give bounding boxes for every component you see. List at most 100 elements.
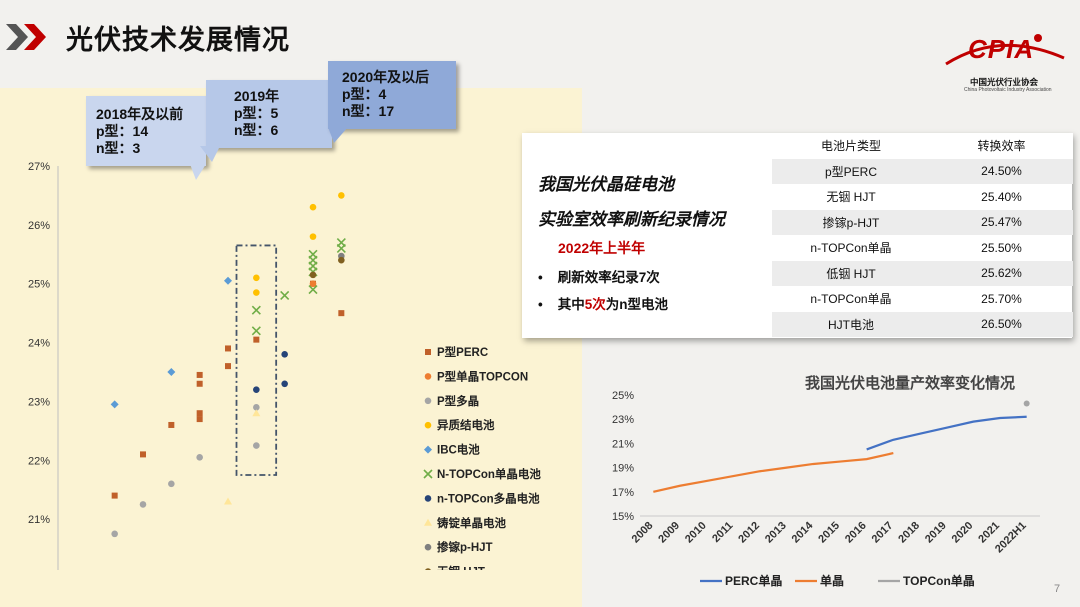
data-point	[253, 274, 260, 282]
table-row: n-TOPCon单晶 25.50%	[772, 235, 1073, 261]
callout-title: 2020年及以后	[342, 69, 430, 85]
table-header-row: 电池片类型 转换效率	[772, 133, 1073, 159]
series-2	[111, 404, 260, 538]
legend-marker	[424, 373, 432, 380]
callout-2018: 2018年及以前 p型：14 n型：3	[86, 96, 206, 166]
legend-marker	[424, 518, 432, 526]
data-point	[338, 256, 345, 264]
callout-2019: 2019年 p型：5 n型：6	[206, 80, 332, 148]
y-tick-label: 25%	[28, 279, 50, 291]
x-tick-label: 2017	[870, 520, 896, 546]
y-tick-label: 24%	[28, 338, 50, 350]
bullet-pre: 其中	[557, 297, 585, 312]
table-header-cell: 电池片类型	[772, 133, 930, 159]
info-bullet-1: • 刷新效率纪录7次	[538, 266, 660, 286]
y-tick-label: 15%	[612, 511, 634, 523]
data-point	[140, 451, 146, 458]
info-period: 2022年上半年	[558, 240, 646, 256]
table-cell: n-TOPCon单晶	[810, 292, 892, 307]
info-line1: 我国光伏晶硅电池	[538, 175, 674, 194]
legend-marker	[424, 543, 432, 551]
series-7	[224, 409, 261, 505]
page-number: 7	[1054, 583, 1061, 595]
scatter-panel	[0, 88, 582, 607]
table-cell: 25.50%	[981, 240, 1022, 255]
x-tick-label: 2010	[683, 520, 709, 546]
line-chart-title: 我国光伏电池量产效率变化情况	[805, 374, 1015, 392]
legend-label: P型单晶TOPCON	[437, 369, 528, 383]
table-row: 掺镓p-HJT 25.47%	[772, 209, 1073, 235]
table-cell: 掺镓p-HJT	[772, 209, 930, 235]
table-cell: 25.70%	[981, 291, 1022, 306]
x-tick-label: 2019	[923, 520, 949, 546]
callout-2018-pointer	[190, 164, 206, 180]
table-cell: p型PERC	[772, 158, 930, 184]
data-point	[196, 416, 203, 423]
x-tick-label: 2020	[950, 520, 976, 546]
logo-text: CPIA	[968, 34, 1035, 64]
y-tick-label: 23%	[28, 396, 50, 408]
scatter-chart: 20%21%22%23%24%25%26%27%2012201420162018…	[28, 161, 541, 570]
series-9	[309, 256, 345, 279]
data-point	[253, 289, 260, 296]
data-point	[309, 233, 317, 240]
data-point	[309, 271, 317, 279]
data-point	[338, 192, 345, 199]
data-point	[110, 400, 119, 409]
legend-label: n-TOPCon多晶电池	[437, 491, 540, 505]
series-1	[309, 280, 317, 288]
info-bullet-2: • 其中5次为n型电池	[538, 293, 668, 313]
data-point	[338, 310, 345, 317]
callout-p: p型：14	[96, 123, 149, 139]
callout-2020-pointer	[328, 127, 348, 143]
series-point-2	[1023, 400, 1030, 407]
data-point	[167, 368, 176, 376]
callout-title: 2019年	[234, 88, 280, 104]
data-point	[196, 380, 203, 387]
legend-label: N-TOPCon单晶电池	[437, 467, 541, 481]
logo-swoosh-icon	[945, 34, 1065, 66]
table-header-cell: 转换效率	[930, 133, 1073, 159]
series-5	[251, 237, 346, 336]
table-cell: 25.62%	[930, 260, 1073, 286]
legend-marker	[424, 421, 432, 429]
table-row: 无铟 HJT 25.40%	[772, 184, 1073, 210]
callout-p: p型：4	[342, 86, 387, 102]
x-tick-label: 2008	[630, 520, 656, 546]
series-3	[253, 192, 345, 296]
data-point	[168, 480, 175, 488]
legend-label: IBC电池	[437, 443, 480, 457]
series-line-1	[653, 452, 894, 493]
y-tick-label: 22%	[28, 455, 50, 467]
bullet-text: 刷新效率纪录7次	[557, 270, 660, 285]
data-point	[196, 371, 203, 378]
table-cell: 26.50%	[930, 311, 1073, 337]
series-4	[110, 276, 232, 409]
table-cell: 25.40%	[981, 189, 1022, 204]
legend-marker	[423, 469, 433, 479]
data-point	[111, 492, 118, 499]
legend-marker	[424, 445, 432, 454]
y-tick-label: 17%	[612, 487, 634, 499]
legend-marker	[425, 349, 431, 355]
table-cell: 24.50%	[930, 158, 1073, 184]
data-point	[224, 276, 232, 285]
y-tick-label: 23%	[612, 414, 634, 426]
table-cell: n-TOPCon单晶	[810, 241, 892, 256]
data-point	[251, 305, 261, 315]
callout-n: n型：3	[96, 140, 141, 156]
callout-n: n型：17	[342, 103, 395, 119]
table-row: p型PERC 24.50%	[772, 158, 1073, 184]
data-point	[308, 249, 318, 259]
legend-label: P型多晶	[437, 394, 479, 408]
line-chart: 我国光伏电池量产效率变化情况 15% 17% 19% 21% 23% 25% 2008 2009…	[612, 374, 1040, 588]
legend-label: PERC单晶	[725, 573, 782, 588]
bullet-dot: •	[538, 270, 558, 285]
data-point	[253, 404, 260, 411]
chevron-arrows-icon	[6, 24, 46, 50]
data-point	[196, 454, 203, 461]
x-tick-label: 2015	[816, 520, 842, 546]
callout-2020: 2020年及以后 p型：4 n型：17	[328, 61, 456, 129]
bullet-dot: •	[538, 297, 558, 312]
x-tick-label: 2012	[736, 520, 762, 546]
